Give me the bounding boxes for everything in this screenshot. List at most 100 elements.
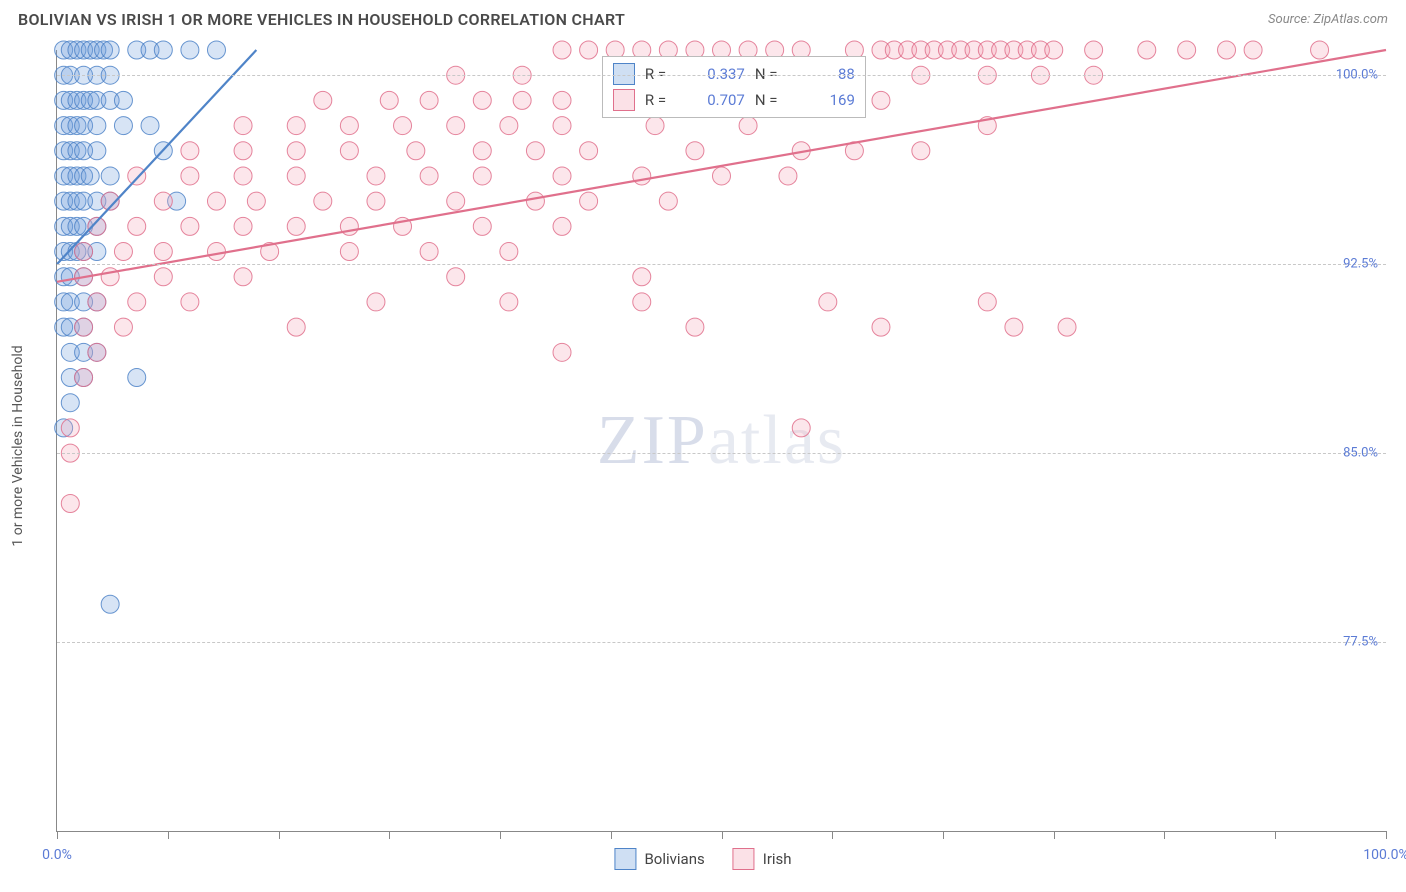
data-point	[553, 217, 571, 235]
legend-row: R =0.337N =88	[613, 61, 855, 87]
data-point	[128, 167, 146, 185]
n-label: N =	[755, 91, 791, 109]
series-legend-item: Bolivians	[614, 848, 704, 870]
data-point	[526, 192, 544, 210]
data-point	[513, 91, 531, 109]
data-point	[287, 117, 305, 135]
data-point	[101, 41, 119, 59]
x-tick	[1164, 831, 1165, 839]
data-point	[792, 419, 810, 437]
data-point	[287, 167, 305, 185]
x-tick	[389, 831, 390, 839]
data-point	[500, 293, 518, 311]
data-point	[473, 217, 491, 235]
data-point	[713, 167, 731, 185]
data-point	[88, 117, 106, 135]
data-point	[88, 343, 106, 361]
data-point	[686, 318, 704, 336]
legend-row: R = 0.707 N = 169	[613, 87, 855, 113]
data-point	[420, 91, 438, 109]
r-label: R =	[645, 91, 681, 109]
legend-swatch	[614, 848, 636, 870]
data-point	[154, 41, 172, 59]
data-point	[367, 293, 385, 311]
data-point	[580, 192, 598, 210]
data-point	[114, 243, 132, 261]
x-tick	[611, 831, 612, 839]
chart-plot-area: ZIPatlas R =0.337N =88R =0.707N =169 77.…	[56, 50, 1386, 832]
data-point	[181, 167, 199, 185]
n-value: 169	[801, 91, 855, 109]
data-point	[154, 192, 172, 210]
data-point	[128, 293, 146, 311]
data-point	[553, 41, 571, 59]
series-name: Bolivians	[644, 850, 704, 868]
data-point	[234, 117, 252, 135]
data-point	[500, 243, 518, 261]
data-point	[114, 91, 132, 109]
y-tick-label: 85.0%	[1343, 446, 1378, 461]
data-point	[234, 142, 252, 160]
data-point	[128, 369, 146, 387]
data-point	[447, 268, 465, 286]
data-point	[287, 318, 305, 336]
x-tick	[943, 831, 944, 839]
data-point	[207, 243, 225, 261]
data-point	[1085, 41, 1103, 59]
data-point	[1138, 41, 1156, 59]
data-point	[181, 142, 199, 160]
data-point	[367, 192, 385, 210]
legend-swatch	[613, 89, 635, 111]
data-point	[234, 217, 252, 235]
data-point	[1218, 41, 1236, 59]
x-tick-label: 0.0%	[42, 847, 72, 863]
correlation-legend: R =0.337N =88R =0.707N =169	[602, 56, 866, 118]
x-tick	[1386, 831, 1387, 839]
chart-header: BOLIVIAN VS IRISH 1 OR MORE VEHICLES IN …	[0, 0, 1406, 37]
data-point	[234, 268, 252, 286]
data-point	[154, 268, 172, 286]
data-point	[247, 192, 265, 210]
data-point	[340, 117, 358, 135]
x-tick	[279, 831, 280, 839]
data-point	[659, 192, 677, 210]
data-point	[553, 91, 571, 109]
data-point	[633, 167, 651, 185]
r-value: 0.337	[691, 65, 745, 83]
data-point	[340, 142, 358, 160]
legend-swatch	[613, 63, 635, 85]
r-label: R =	[645, 65, 681, 83]
data-point	[473, 167, 491, 185]
data-point	[553, 167, 571, 185]
data-point	[633, 268, 651, 286]
data-point	[380, 91, 398, 109]
chart-title: BOLIVIAN VS IRISH 1 OR MORE VEHICLES IN …	[18, 10, 625, 29]
data-point	[1311, 41, 1329, 59]
data-point	[872, 318, 890, 336]
data-point	[473, 142, 491, 160]
y-tick-label: 100.0%	[1336, 68, 1378, 83]
data-point	[181, 293, 199, 311]
data-point	[314, 91, 332, 109]
data-point	[114, 117, 132, 135]
data-point	[1058, 318, 1076, 336]
data-point	[207, 192, 225, 210]
n-label: N =	[755, 65, 791, 83]
data-point	[633, 293, 651, 311]
r-value: 0.707	[691, 91, 745, 109]
data-point	[287, 142, 305, 160]
data-point	[207, 41, 225, 59]
data-point	[394, 117, 412, 135]
data-point	[580, 142, 598, 160]
y-tick-label: 92.5%	[1343, 257, 1378, 272]
data-point	[912, 142, 930, 160]
data-point	[420, 167, 438, 185]
x-tick-label: 100.0%	[1363, 847, 1406, 863]
data-point	[340, 243, 358, 261]
data-point	[819, 293, 837, 311]
data-point	[1244, 41, 1262, 59]
data-point	[779, 167, 797, 185]
data-point	[61, 419, 79, 437]
x-tick	[168, 831, 169, 839]
data-point	[1045, 41, 1063, 59]
